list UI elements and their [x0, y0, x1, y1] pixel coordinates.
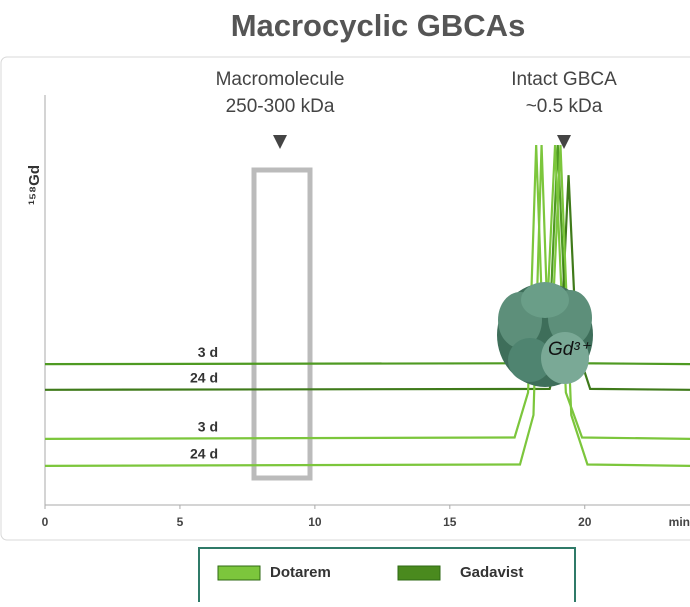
- y-axis-label: ¹⁵⁸Gd: [26, 165, 43, 205]
- trace-label: 3 d: [198, 419, 218, 435]
- trace-label: 3 d: [198, 344, 218, 360]
- annotation: Macromolecule: [216, 69, 345, 90]
- macromolecule-window: [251, 167, 313, 481]
- molecule-label: Gd³⁺: [548, 339, 592, 360]
- legend-swatch: [397, 565, 441, 581]
- arrow: [557, 135, 571, 149]
- x-axis-label: min: [669, 515, 690, 529]
- x-tick-label: 10: [308, 515, 322, 529]
- x-tick-label: 5: [177, 515, 184, 529]
- trace: [44, 175, 690, 391]
- annotation: 250-300 kDa: [226, 96, 335, 117]
- legend-label: Dotarem: [270, 564, 331, 581]
- legend-swatch: [217, 565, 261, 581]
- frame: [0, 56, 690, 541]
- legend-label: Gadavist: [460, 564, 523, 581]
- trace-label: 24 d: [190, 446, 218, 462]
- legend: [198, 547, 576, 607]
- molecule: Gd³⁺: [497, 282, 593, 387]
- trace: [44, 144, 690, 467]
- trace: [44, 144, 690, 366]
- x-tick-label: 20: [578, 515, 592, 529]
- trace: [44, 144, 690, 440]
- annotation: ~0.5 kDa: [526, 96, 603, 117]
- trace-label: 24 d: [190, 370, 218, 386]
- annotation: Intact GBCA: [511, 69, 617, 90]
- chart-title: Macrocyclic GBCAs: [231, 8, 526, 43]
- x-tick-label: 15: [443, 515, 457, 529]
- x-tick-label: 0: [42, 515, 49, 529]
- arrow: [273, 135, 287, 149]
